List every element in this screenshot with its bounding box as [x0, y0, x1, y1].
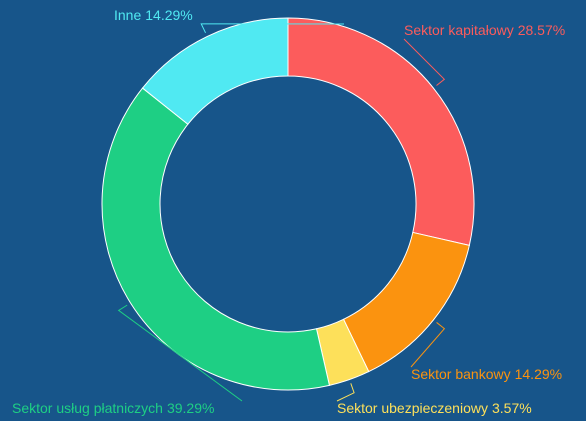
donut-slice — [141, 17, 289, 125]
leader-line — [200, 23, 345, 34]
slice-value: 14.29% — [515, 366, 562, 382]
slice-value: 39.29% — [167, 400, 214, 416]
slice-name: Inne — [114, 7, 141, 23]
slice-label: Sektor kapitałowy 28.57% — [404, 22, 565, 38]
slice-value: 3.57% — [492, 400, 532, 416]
slice-label: Sektor bankowy 14.29% — [411, 366, 562, 382]
slice-label: Sektor usług płatniczych 39.29% — [12, 400, 214, 416]
leader-line — [117, 304, 243, 402]
slice-label: Sektor ubezpieczeniowy 3.57% — [337, 400, 532, 416]
slice-name: Sektor kapitałowy — [404, 22, 514, 38]
slice-name: Sektor usług płatniczych — [12, 400, 163, 416]
slice-value: 14.29% — [145, 7, 192, 23]
leader-line — [403, 38, 446, 86]
slice-label: Inne 14.29% — [114, 7, 193, 23]
leader-line — [410, 322, 446, 368]
slice-name: Sektor bankowy — [411, 366, 511, 382]
leader-line — [336, 383, 355, 402]
donut-slice — [287, 17, 475, 246]
donut-slice — [101, 87, 331, 391]
slice-name: Sektor ubezpieczeniowy — [337, 400, 488, 416]
slice-value: 28.57% — [518, 22, 565, 38]
